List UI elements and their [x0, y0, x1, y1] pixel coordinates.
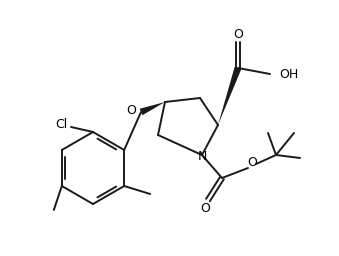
Text: N: N — [197, 150, 207, 163]
Polygon shape — [140, 102, 165, 115]
Polygon shape — [218, 67, 241, 125]
Text: O: O — [126, 104, 136, 118]
Text: O: O — [247, 156, 257, 169]
Text: Cl: Cl — [55, 119, 67, 132]
Text: OH: OH — [279, 69, 298, 81]
Text: O: O — [233, 28, 243, 41]
Text: O: O — [200, 201, 210, 215]
